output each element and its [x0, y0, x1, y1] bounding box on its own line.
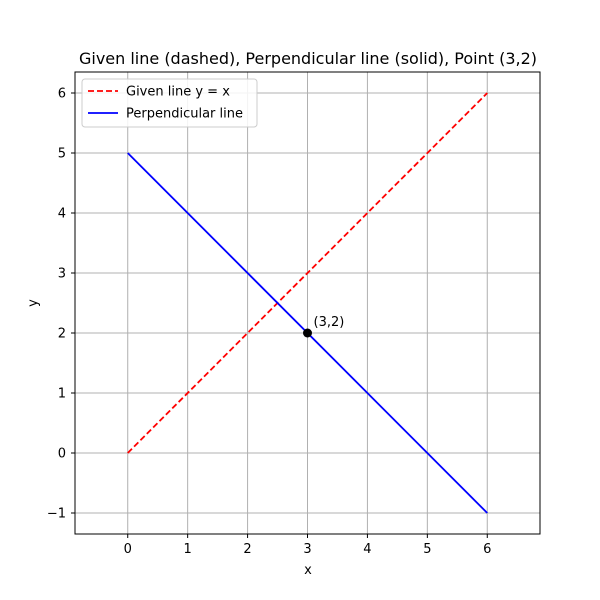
y-tick-label-2: 2	[58, 327, 66, 342]
y-axis-label: y	[26, 299, 41, 307]
y-tick-label-6: 6	[58, 87, 66, 102]
point-label: (3,2)	[314, 315, 345, 330]
x-tick-label-6: 6	[483, 542, 491, 557]
highlight-point	[303, 328, 312, 338]
y-tick-label-1: 1	[58, 387, 66, 402]
y-tick-label-5: 5	[58, 147, 66, 162]
y-tick-label-3: 3	[58, 267, 66, 282]
y-tick-label-0: 0	[58, 447, 66, 462]
ticks-layer: 0 1 2 3 4 5 6 −1 0 1 2 3 4 5 6	[47, 87, 492, 558]
legend-label-1: Given line y = x	[126, 85, 230, 100]
chart-title: Given line (dashed), Perpendicular line …	[79, 49, 537, 68]
x-tick-label-1: 1	[184, 542, 192, 557]
x-axis-label: x	[304, 563, 312, 578]
legend-layer: Given line y = x Perpendicular line	[81, 78, 258, 128]
x-tick-label-0: 0	[124, 542, 132, 557]
legend-box	[81, 78, 258, 128]
x-tick-label-4: 4	[363, 542, 371, 557]
point-layer: (3,2)	[303, 315, 344, 338]
x-tick-label-2: 2	[243, 542, 251, 557]
x-tick-label-3: 3	[303, 542, 311, 557]
y-tick-label--1: −1	[47, 507, 66, 522]
legend-label-2: Perpendicular line	[126, 107, 243, 122]
series-line-1	[127, 92, 488, 454]
y-tick-label-4: 4	[58, 207, 66, 222]
x-tick-label-5: 5	[423, 542, 431, 557]
